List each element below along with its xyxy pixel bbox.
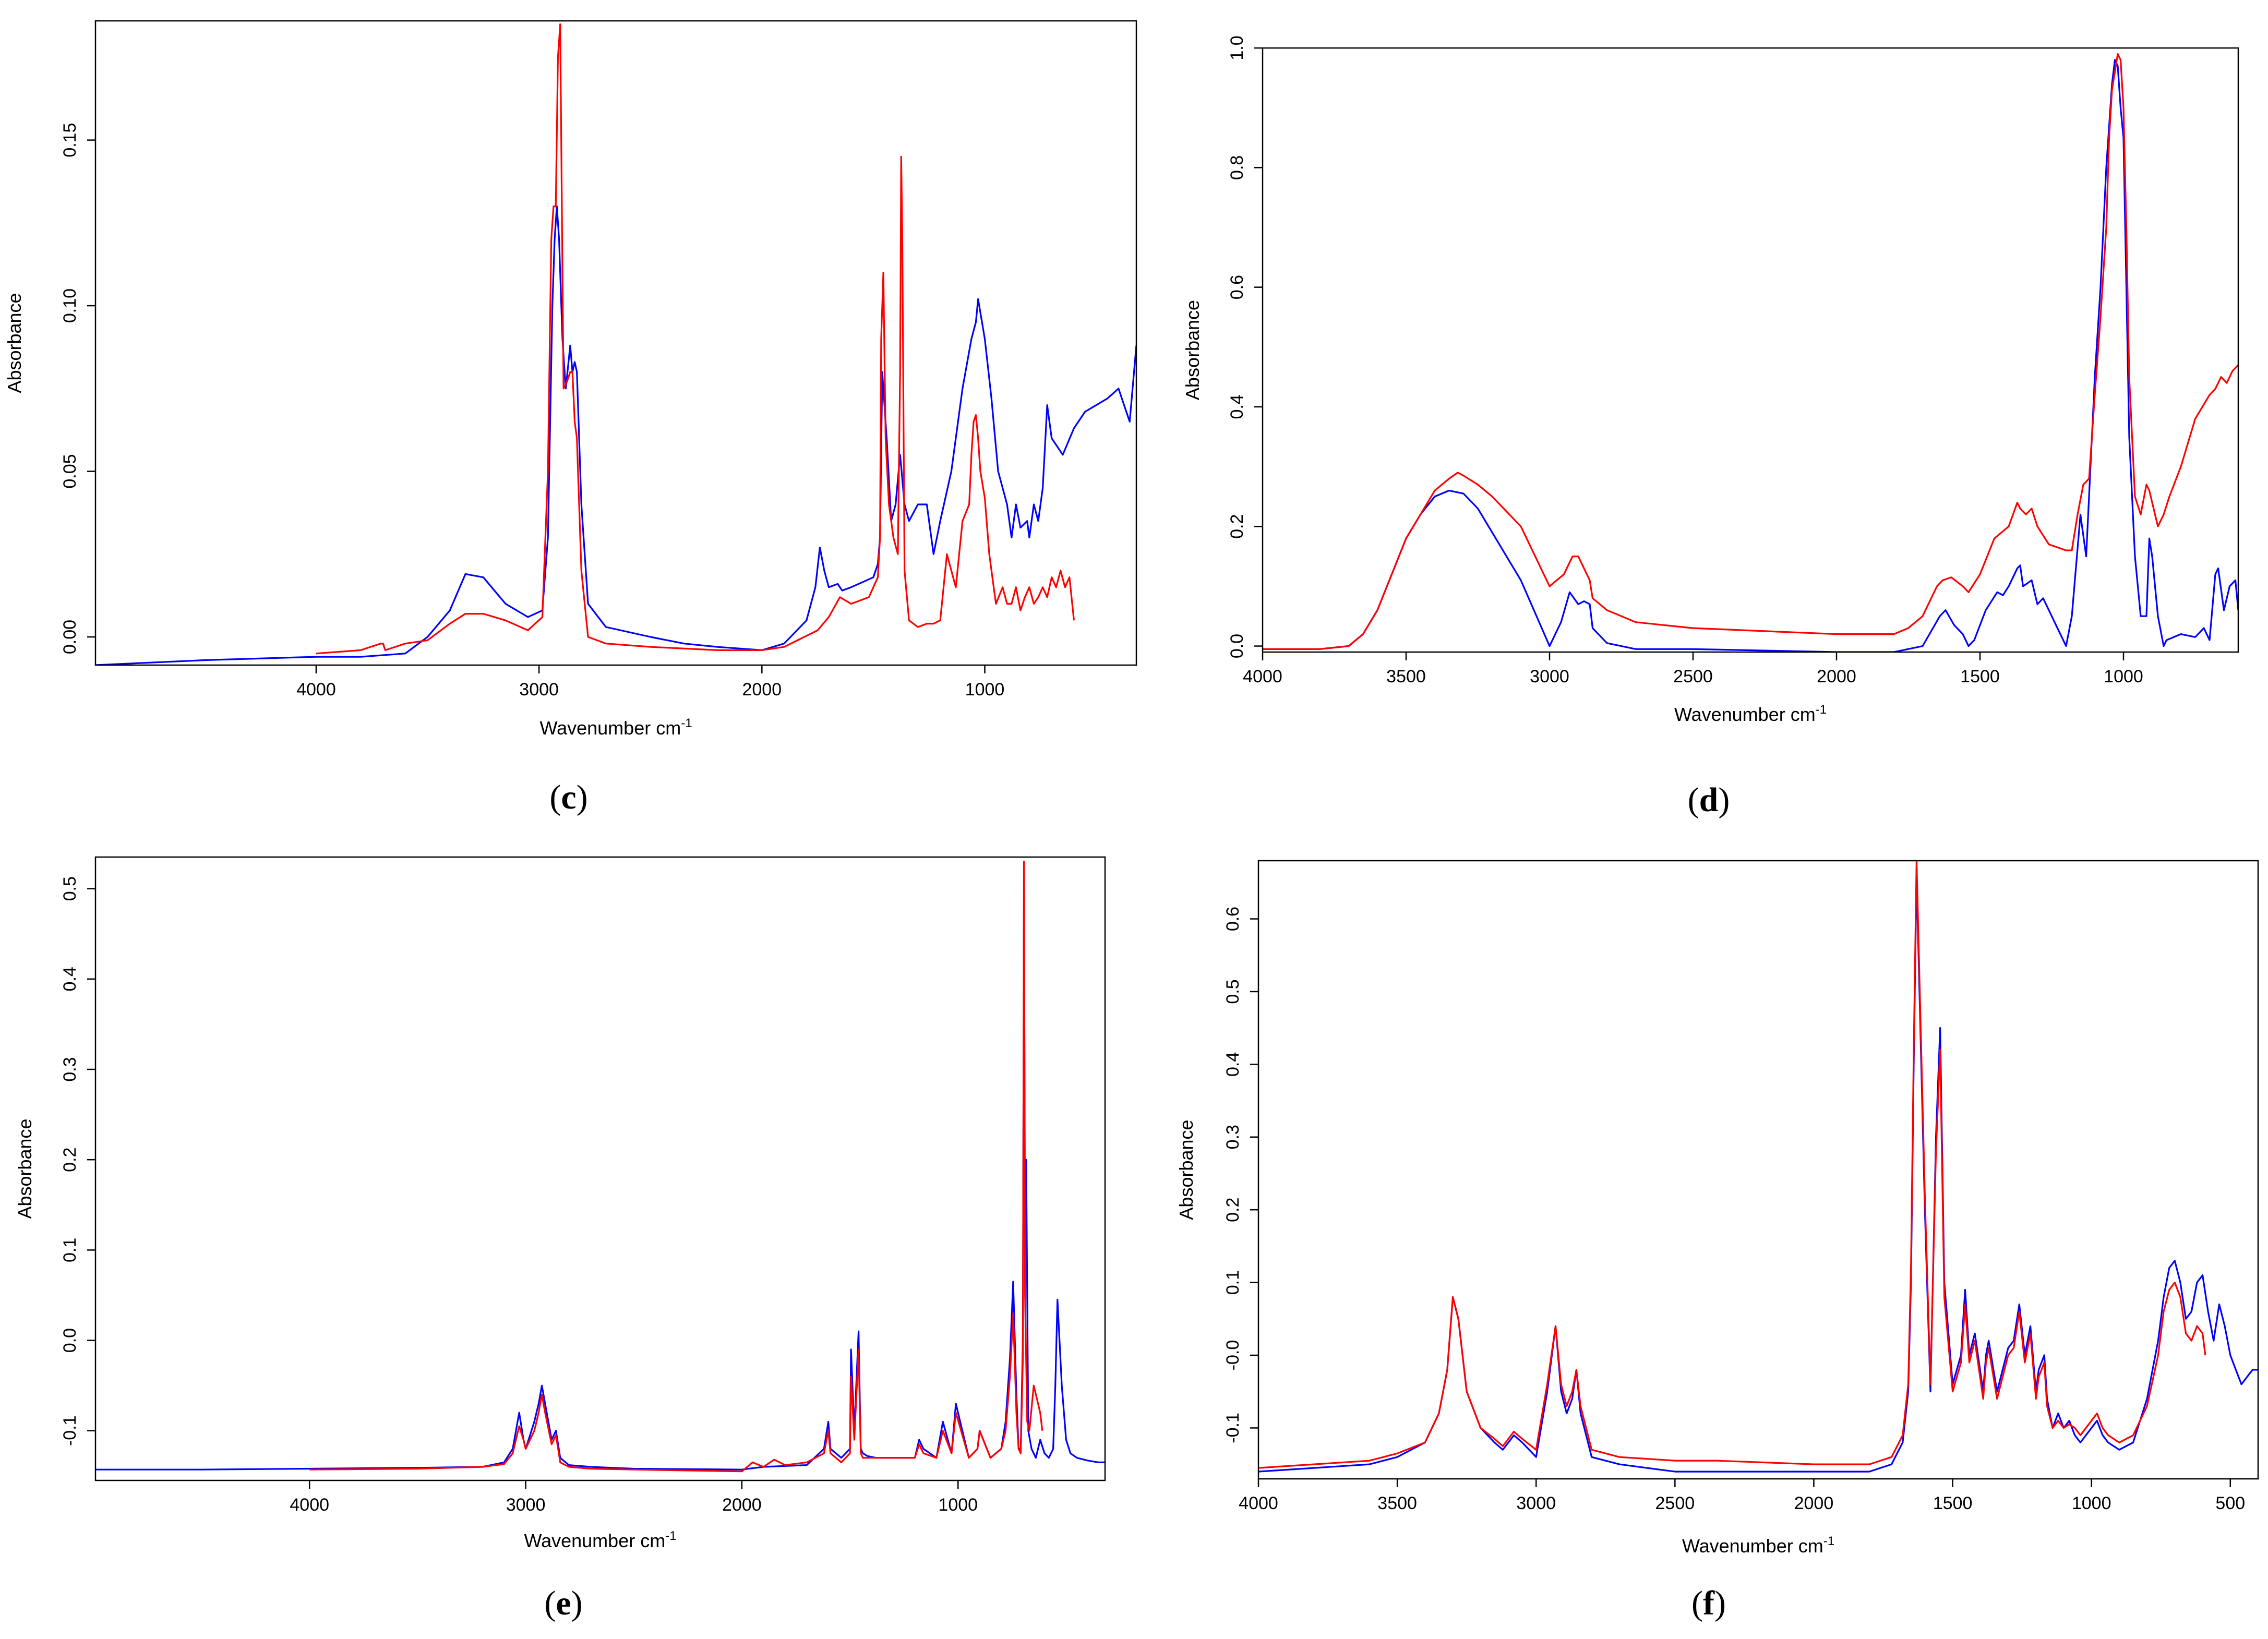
y-tick-label: 0.05	[60, 454, 80, 488]
x-tick-label: 2000	[1817, 667, 1856, 686]
x-tick-label: 1000	[2072, 1493, 2111, 1513]
series-line-blue	[95, 878, 1105, 1471]
y-tick-label: 0.6	[1223, 907, 1243, 931]
series-line-blue	[95, 206, 1136, 665]
y-tick-label: 0.4	[60, 967, 80, 991]
x-tick-label: 3000	[519, 680, 559, 700]
y-tick-label: 0.6	[1227, 275, 1247, 299]
y-tick-label: 0.4	[1223, 1052, 1243, 1077]
y-tick-label: 1.0	[1227, 35, 1247, 60]
y-tick-label: 0.8	[1227, 155, 1247, 180]
y-tick-label: 0.15	[60, 123, 80, 157]
x-tick-label: 4000	[296, 680, 336, 700]
x-tick-label: 1500	[1933, 1493, 1973, 1513]
series-line-red	[316, 23, 1075, 655]
x-tick-label: 500	[2215, 1493, 2245, 1513]
series-line-red	[309, 861, 1043, 1473]
y-tick-label: 0.2	[60, 1148, 80, 1172]
y-axis-title: Absorbance	[14, 1118, 35, 1219]
x-tick-label: 2000	[742, 680, 782, 700]
chart-panel-f: 4000 3500 3000 2500 2000 1500 1000 500 -0.1 -0.0 0…	[1175, 860, 2259, 1622]
y-tick-label: 0.00	[60, 620, 80, 654]
x-tick-label: 3500	[1377, 1493, 1417, 1513]
y-axis-title: Absorbance	[4, 293, 25, 393]
x-tick-label: 3000	[1530, 667, 1569, 686]
y-tick-label: 0.1	[1223, 1270, 1243, 1295]
y-tick-label: 0.5	[1223, 979, 1243, 1004]
plot-frame	[94, 856, 1106, 1481]
chart-panel-e: 4000 3000 2000 1000 -0.1 0.0 0.1 0.2 0.3 0.4 0.5 Wa…	[14, 856, 1106, 1622]
y-tick-label: 0.3	[60, 1057, 80, 1081]
series-line-red	[1258, 861, 2206, 1469]
x-tick-label: 1500	[1960, 667, 2000, 686]
y-tick-label: 0.4	[1227, 394, 1247, 419]
x-tick-label: 3000	[506, 1495, 546, 1515]
plot-frame	[1257, 860, 2259, 1480]
y-tick-label: 0.5	[60, 876, 80, 901]
y-tick-label: 0.3	[1223, 1125, 1243, 1149]
y-tick-label: 0.10	[60, 288, 80, 323]
x-tick-label: 1000	[2104, 667, 2143, 686]
x-tick-label: 2500	[1655, 1493, 1695, 1513]
y-tick-label: 0.0	[60, 1328, 80, 1353]
x-tick-label: 4000	[1243, 667, 1282, 686]
x-tick-label: 3000	[1516, 1493, 1556, 1513]
x-tick-label: 1000	[938, 1495, 978, 1515]
plot-frame	[94, 20, 1137, 666]
x-tick-label: 2000	[722, 1495, 762, 1515]
panel-caption: (e)	[544, 1584, 582, 1622]
y-tick-label: -0.1	[60, 1415, 80, 1446]
x-tick-label: 2000	[1794, 1493, 1834, 1513]
x-axis-title: Wavenumber cm-1	[524, 1529, 676, 1551]
panel-caption: (c)	[549, 778, 587, 816]
y-tick-label: -0.1	[1223, 1413, 1243, 1443]
y-tick-label: 0.0	[1227, 634, 1247, 658]
x-tick-label: 1000	[965, 680, 1005, 700]
panel-caption: (f)	[1691, 1584, 1726, 1622]
y-tick-label: 0.2	[1227, 514, 1247, 539]
chart-panel-d: 4000 3500 3000 2500 2000 1500 1000 0.0 0.2 0.4 0.6…	[1182, 35, 2239, 819]
series-line-blue	[1263, 59, 2238, 652]
y-axis-title: Absorbance	[1182, 300, 1203, 400]
y-tick-label: 0.1	[60, 1238, 80, 1262]
x-tick-label: 4000	[1239, 1493, 1278, 1513]
y-tick-label: -0.0	[1223, 1340, 1243, 1371]
series-line-blue	[1258, 874, 2258, 1473]
panel-caption: (d)	[1688, 781, 1730, 819]
chart-panel-c: 4000 3000 2000 1000 0.00 0.05 0.10 0.15 Wavenumb…	[4, 20, 1137, 816]
x-axis-title: Wavenumber cm-1	[1682, 1534, 1834, 1557]
x-axis-title: Wavenumber cm-1	[1674, 703, 1827, 725]
x-axis-title: Wavenumber cm-1	[539, 716, 692, 739]
y-tick-label: 0.2	[1223, 1198, 1243, 1222]
x-tick-label: 2500	[1673, 667, 1713, 686]
x-tick-label: 4000	[290, 1495, 329, 1515]
series-line-red	[1263, 53, 2238, 650]
plot-frame	[1262, 47, 2239, 653]
x-tick-label: 3500	[1386, 667, 1426, 686]
y-axis-title: Absorbance	[1175, 1119, 1197, 1220]
